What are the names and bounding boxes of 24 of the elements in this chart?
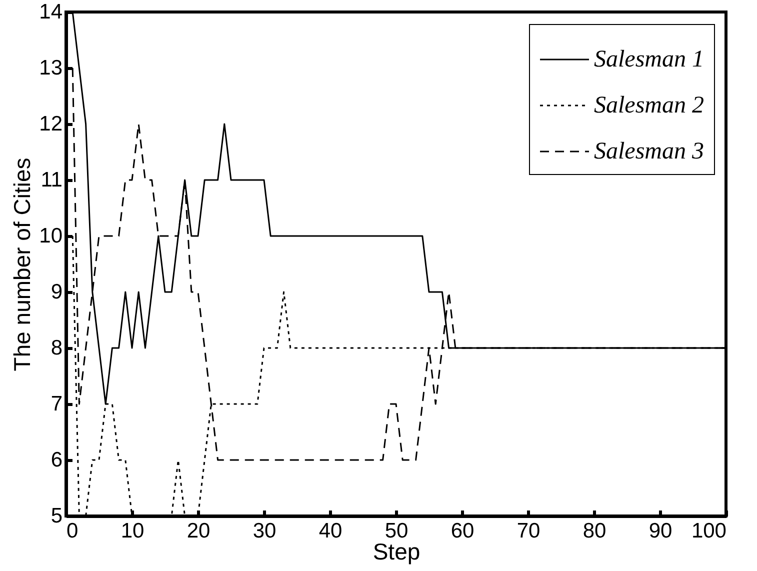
x-tick-label: 30 [252, 520, 276, 542]
legend-label: Salesman 1 [594, 46, 704, 72]
x-tick-label: 60 [450, 520, 474, 542]
y-tick-label: 7 [50, 392, 62, 416]
legend-label: Salesman 3 [594, 138, 704, 164]
x-tick-label: 10 [120, 520, 144, 542]
y-tick-label: 14 [39, 0, 63, 24]
x-tick-label: 70 [516, 520, 540, 542]
y-tick-label: 5 [50, 504, 62, 528]
y-tick-label: 11 [40, 168, 62, 192]
x-tick-label: 40 [318, 520, 342, 542]
x-tick-label: 100 [691, 520, 726, 542]
x-tick-label: 80 [582, 520, 606, 542]
x-tick-label: 0 [66, 520, 78, 542]
y-tick-label: 8 [50, 336, 62, 360]
x-tick-label: 20 [186, 520, 210, 542]
y-tick-label: 10 [39, 224, 62, 248]
y-tick-label: 6 [50, 448, 62, 472]
y-tick-label: 12 [39, 112, 62, 136]
x-tick-label: 90 [648, 520, 672, 542]
y-tick-label: 9 [50, 280, 62, 304]
y-tick-label: 13 [39, 56, 62, 80]
legend-label: Salesman 2 [594, 92, 704, 118]
y-axis-title: The number of Cities [9, 158, 36, 372]
